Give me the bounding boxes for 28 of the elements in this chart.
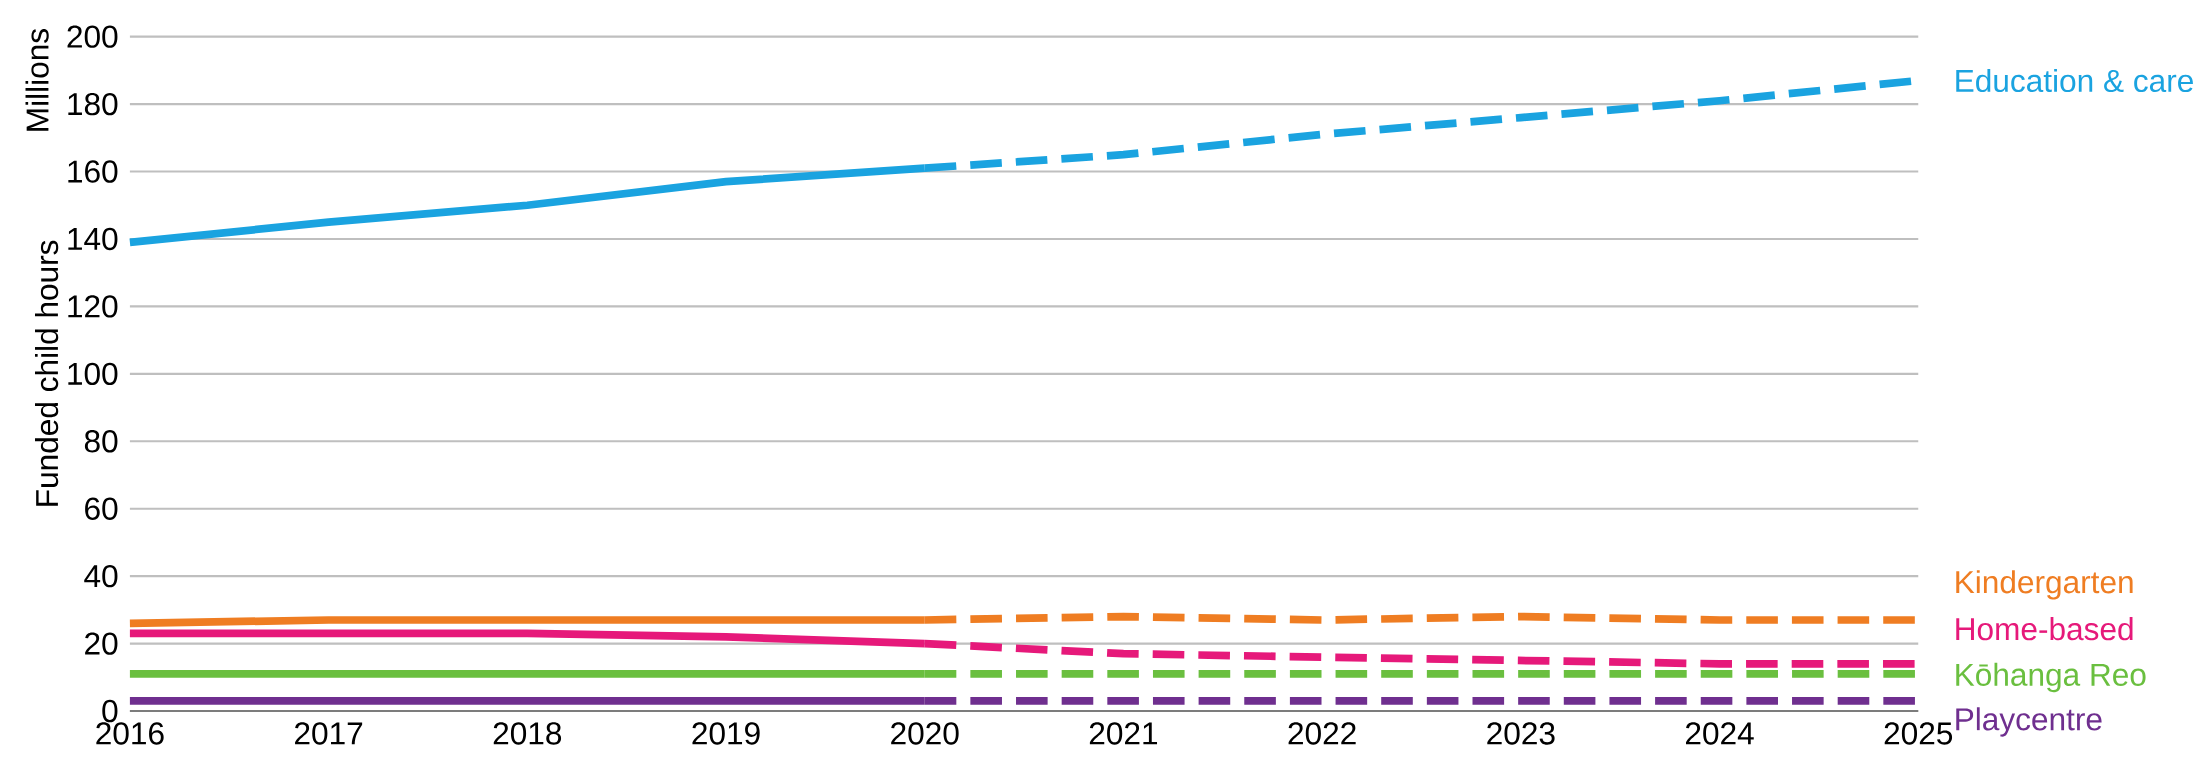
series-label: Home-based [1956, 617, 2133, 641]
x-tick-label: 2017 [295, 722, 363, 745]
x-tick-label: 2021 [1089, 722, 1158, 745]
y-tick-label: 160 [68, 160, 118, 183]
x-tick-label: 2024 [1686, 722, 1754, 745]
x-tick-label: 2018 [493, 722, 562, 745]
text: Millions [25, 29, 49, 131]
y-tick-label: 0 [102, 699, 118, 723]
series-label: Education & care [1956, 68, 2193, 93]
x-tick-label: 2020 [891, 722, 959, 745]
series-label: Playcentre [1956, 707, 2102, 737]
x-tick-label: 2023 [1487, 722, 1555, 745]
y-tick-label: 60 [85, 497, 118, 520]
y-axis-title: Funded child hours [35, 240, 59, 506]
y-tick-label: 200 [67, 25, 118, 48]
y-tick-label: 140 [68, 227, 118, 251]
y-tick-label: 80 [84, 430, 118, 453]
y-tick-label: 180 [68, 92, 118, 116]
x-tick-label: 2016 [96, 722, 164, 745]
x-tick-label: 2019 [692, 722, 760, 745]
x-tick-label: 2022 [1288, 722, 1356, 745]
y-tick-label: 20 [85, 632, 118, 655]
series-label: Kindergarten [1956, 570, 2133, 600]
y-tick-label: 120 [68, 295, 118, 318]
series-label: Kōhanga Reo [1956, 662, 2146, 693]
y-tick-label: 100 [68, 362, 118, 386]
y-tick-label: 40 [84, 564, 118, 588]
x-tick-label: 2025 [1884, 722, 1953, 745]
